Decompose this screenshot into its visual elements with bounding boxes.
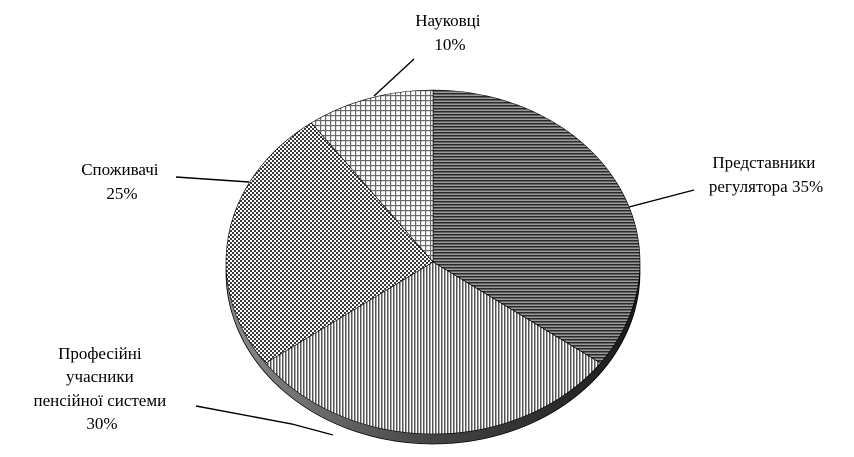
label-consumers: Споживачі 25%	[81, 160, 163, 203]
pie-slice-3	[310, 89, 434, 263]
label-regulator: Представники регулятора 35%	[709, 153, 823, 196]
pie-slice-0	[432, 89, 641, 364]
label-scientists: Науковці 10%	[415, 11, 484, 54]
pie-slices	[225, 89, 641, 435]
leader-line-scientists	[373, 58, 415, 97]
leader-line-consumers	[175, 176, 250, 183]
pie-slice-1	[265, 261, 601, 435]
label-professionals: Професійні учасники пенсійної системи 30…	[34, 344, 171, 433]
leader-line-professionals	[195, 405, 334, 436]
leader-line-regulator	[628, 189, 695, 208]
pie-slice-2	[225, 122, 434, 364]
